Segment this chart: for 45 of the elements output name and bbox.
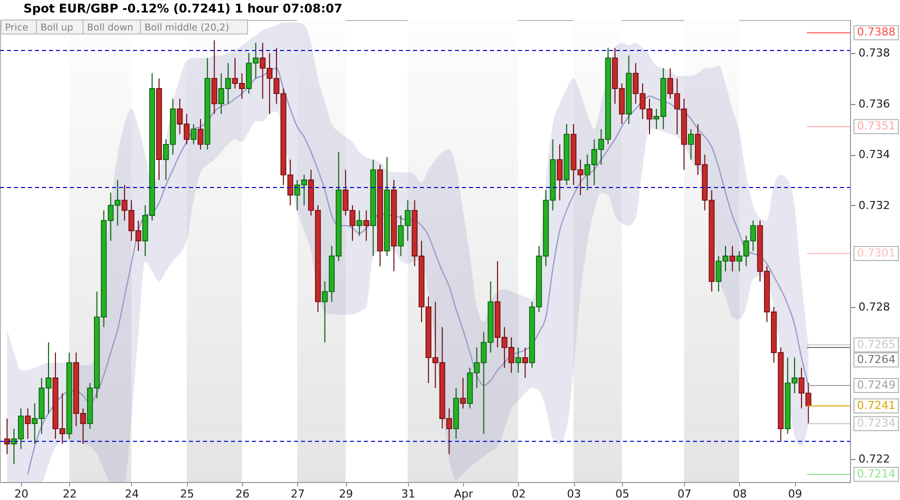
x-tick-label: 26 <box>235 488 250 500</box>
x-tick-label: 24 <box>124 488 139 500</box>
annotation: Boll middle (20,2) <box>144 22 230 34</box>
y-tick-label: 0.722 <box>858 452 890 466</box>
x-tick-label: 25 <box>180 488 194 500</box>
x-tick-label: 08 <box>732 488 747 500</box>
candlestick <box>688 128 694 160</box>
candlestick <box>190 124 196 145</box>
x-tick-label: 05 <box>615 488 630 500</box>
y-tick-label: 0.728 <box>858 300 890 314</box>
annotation: Boll up <box>40 22 74 34</box>
candlestick <box>522 346 528 378</box>
candlestick <box>363 210 370 242</box>
candlestick <box>356 210 362 236</box>
candlestick <box>4 418 10 455</box>
ref-line-label: 0.7351 <box>856 120 896 133</box>
ref-line-label: 0.7249 <box>856 378 896 392</box>
y-tick-label: 0.732 <box>858 198 890 212</box>
candlestick <box>198 118 204 150</box>
x-tick-label: 20 <box>14 488 28 500</box>
x-tick-label: 31 <box>401 488 416 500</box>
candlestick <box>460 377 466 409</box>
y-tick-label: 0.734 <box>858 148 890 162</box>
candlestick <box>556 144 563 201</box>
candlestick <box>730 245 736 272</box>
y-tick-label: 0.738 <box>858 46 890 60</box>
x-tick-label: 03 <box>567 488 582 500</box>
x-tick-label: 22 <box>62 488 77 500</box>
x-tick-label: 09 <box>788 488 802 500</box>
chart-title: Spot EUR/GBP -0.12% (0.7241) 1 hour 07:08:07 <box>24 2 342 16</box>
y-tick-label: 0.736 <box>858 97 890 110</box>
ref-line-label: 0.7241 <box>856 398 896 412</box>
ref-line-label: 0.7301 <box>856 246 896 260</box>
ref-line-label: 0.7214 <box>856 467 896 480</box>
candlestick <box>24 408 31 440</box>
x-tick-label: 07 <box>678 488 692 500</box>
annotation: Boll down <box>87 22 134 34</box>
ref-line-label: 0.7388 <box>856 26 896 39</box>
candlestick <box>515 346 522 374</box>
x-tick-label: 02 <box>512 488 526 500</box>
ref-line-label: 0.7264 <box>856 352 896 366</box>
x-tick-label: 29 <box>339 488 354 500</box>
x-tick-label: 27 <box>290 488 305 500</box>
x-tick-label: Apr <box>454 488 474 500</box>
annotation: Price <box>5 22 28 34</box>
